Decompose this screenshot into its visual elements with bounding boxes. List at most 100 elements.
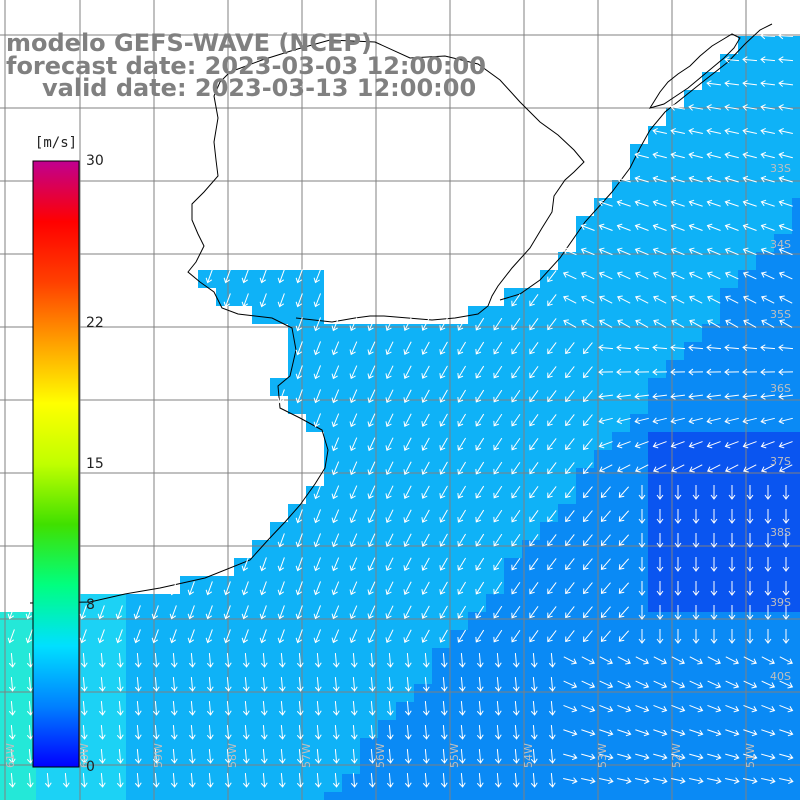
wind-arrow [529,630,539,643]
wind-arrow [599,680,614,689]
wind-arrow [618,606,630,618]
wind-cell [576,306,594,324]
wind-arrow [583,390,593,403]
wind-arrow [724,175,739,183]
wind-arrow [725,656,739,665]
wind-arrow [457,389,467,403]
wind-cell [486,414,504,432]
wind-arrow [494,676,502,692]
wind-arrow [671,777,686,785]
wind-cell [144,702,162,720]
wind-arrow [634,393,650,400]
wind-arrow [404,652,412,668]
wind-cell [666,432,684,450]
wind-arrow [529,462,539,475]
wind-cell [738,90,756,108]
wind-arrow [598,247,613,256]
wind-arrow [476,676,484,692]
wind-cell [396,576,414,594]
wind-cell [648,702,666,720]
wind-arrow [332,724,340,740]
wind-arrow [134,748,142,764]
wind-arrow [242,676,250,692]
wind-cell [288,684,306,702]
wind-cell [306,792,324,800]
wind-cell [558,702,576,720]
wind-cell [414,576,432,594]
wind-cell [306,522,324,540]
wind-cell [270,774,288,792]
wind-arrow [760,441,775,449]
wind-cell [468,504,486,522]
wind-cell [414,486,432,504]
wind-arrow [331,605,340,620]
wind-arrow [725,777,740,785]
wind-cell [774,702,792,720]
wind-cell [522,540,540,558]
wind-cell [720,540,738,558]
wind-arrow [331,437,340,452]
wind-cell [342,612,360,630]
wind-cell [396,378,414,396]
wind-arrow [707,464,721,473]
wind-cell [720,270,738,288]
wind-cell [594,792,612,800]
wind-cell [756,702,774,720]
wind-cell [684,540,702,558]
wind-arrow [760,417,775,425]
wind-arrow [457,557,467,571]
wind-cell [702,468,720,486]
wind-arrow [457,629,467,643]
wind-cell [144,738,162,756]
wind-arrow [742,151,757,159]
wind-arrow [616,393,632,400]
wind-cell [450,540,468,558]
wind-cell [360,360,378,378]
wind-arrow [242,700,250,716]
wind-arrow [313,605,321,620]
wind-arrow [277,533,285,548]
wind-cell [414,774,432,792]
wind-arrow [385,317,394,332]
wind-cell [702,198,720,216]
wind-cell [792,162,800,180]
wind-arrow [580,271,595,280]
wind-cell [738,36,756,54]
wind-cell [450,414,468,432]
wind-cell [504,684,522,702]
wind-cell [702,90,720,108]
wind-cell [414,522,432,540]
wind-arrow [778,417,793,425]
wind-cell [144,792,162,800]
wind-cell [324,540,342,558]
wind-cell [558,504,576,522]
wind-arrow [598,393,614,400]
wind-cell [666,738,684,756]
wind-cell [720,432,738,450]
longitude-label: 53W [596,743,609,768]
wind-cell [720,198,738,216]
latitude-label: 39S [770,596,791,609]
wind-arrow [616,247,631,256]
wind-cell [504,288,522,306]
wind-arrow [26,652,34,668]
wind-arrow [116,676,124,692]
wind-cell [306,720,324,738]
wind-cell [18,702,36,720]
wind-cell [234,576,252,594]
wind-arrow [689,753,704,761]
wind-arrow [475,365,485,379]
wind-cell [594,468,612,486]
wind-cell [504,720,522,738]
wind-arrow [656,581,664,596]
wind-cell [216,702,234,720]
wind-cell [252,306,270,324]
wind-arrow [493,485,503,499]
wind-cell [576,702,594,720]
lagoon-outline [648,33,741,109]
wind-cell [594,288,612,306]
wind-cell [306,378,324,396]
wind-cell [540,342,558,360]
wind-cell [252,576,270,594]
wind-arrow [404,676,412,692]
